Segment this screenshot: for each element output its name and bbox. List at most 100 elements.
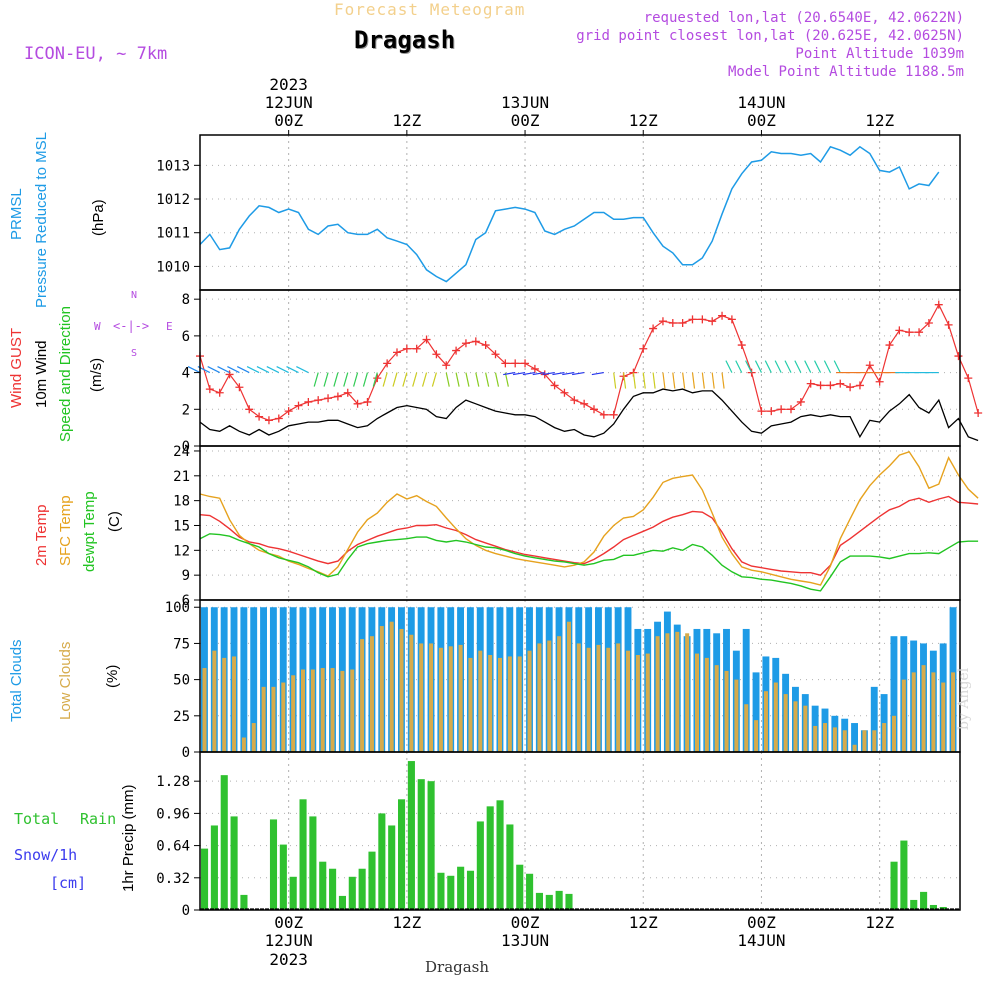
- low-cloud-bar: [586, 647, 591, 752]
- low-cloud-bar: [547, 640, 552, 752]
- label-2m-temp: 2m Temp: [33, 504, 50, 566]
- watermark: by Angel: [956, 667, 972, 730]
- panel-frame-precip: [199, 751, 961, 911]
- ytick-label-temp: 21: [173, 469, 190, 485]
- low-cloud-bar: [537, 643, 542, 752]
- time-label-top: 12Z: [865, 111, 894, 130]
- rain-bar: [486, 806, 494, 910]
- label-10m-wind: 10m Wind: [33, 340, 50, 408]
- wind-direction-arrow: [227, 366, 240, 374]
- rain-bar: [496, 800, 504, 910]
- gust-point: [205, 385, 214, 394]
- wind-direction-arrow: [512, 371, 526, 376]
- rain-bar: [929, 904, 937, 910]
- rain-bar: [319, 861, 327, 910]
- wind-direction-arrow: [613, 372, 617, 389]
- series-wind-gust: [199, 303, 979, 421]
- low-cloud-bar: [675, 631, 680, 752]
- gust-point: [461, 339, 470, 348]
- rain-bar: [299, 799, 307, 910]
- low-cloud-bar: [212, 650, 217, 752]
- low-cloud-bar: [921, 665, 926, 752]
- rain-bar: [358, 868, 366, 910]
- wind-direction-arrow: [343, 372, 349, 387]
- time-label-top: 13JUN: [501, 93, 549, 112]
- ytick-label-temp: 6: [182, 593, 190, 609]
- wind-direction-arrow: [754, 360, 762, 373]
- low-cloud-bar: [478, 650, 483, 752]
- low-cloud-bar: [458, 644, 463, 752]
- rain-bar: [289, 876, 297, 910]
- gust-point: [471, 337, 480, 346]
- gust-point: [274, 414, 283, 423]
- low-cloud-bar: [301, 669, 305, 752]
- ytick-label-precip: 0.96: [156, 806, 190, 822]
- gust-point: [678, 319, 687, 328]
- wind-direction-arrow: [542, 371, 555, 376]
- rain-bar: [201, 848, 209, 910]
- gust-point: [511, 359, 520, 368]
- wind-direction-arrow: [296, 366, 309, 374]
- label-snow: Snow/1h: [14, 846, 78, 864]
- point-altitude: Point Altitude 1039m: [795, 46, 964, 62]
- low-cloud-bar: [655, 636, 660, 752]
- gust-point: [304, 397, 313, 406]
- low-cloud-bar: [842, 730, 847, 752]
- wind-direction-arrow: [701, 372, 705, 389]
- series-2m-temp: [199, 495, 979, 576]
- gust-point: [727, 315, 736, 324]
- rain-bar: [555, 890, 563, 910]
- wind-direction-arrow: [362, 372, 369, 387]
- gust-point: [806, 379, 815, 388]
- low-cloud-bar: [241, 737, 246, 752]
- low-cloud-bar: [281, 682, 286, 752]
- total-cloud-bar: [260, 607, 267, 752]
- wind-direction-arrow: [455, 372, 460, 387]
- gust-point: [264, 416, 273, 425]
- low-cloud-bar: [645, 653, 650, 752]
- wind-direction-arrow: [721, 372, 725, 389]
- gust-point: [284, 407, 293, 416]
- gust-point: [452, 346, 461, 355]
- wind-direction-arrow: [794, 360, 802, 373]
- ytick-label-temp: 15: [173, 518, 190, 534]
- time-label-top: 12JUN: [265, 93, 313, 112]
- wind-direction-arrow: [503, 371, 516, 376]
- wind-direction-arrow: [445, 372, 450, 387]
- gust-point: [895, 326, 904, 335]
- gust-point: [846, 383, 855, 392]
- wind-direction-arrow: [286, 366, 299, 374]
- rain-bar: [210, 825, 218, 910]
- gust-point: [718, 311, 727, 320]
- label-temp-unit: (C): [106, 511, 123, 532]
- wind-direction-arrow: [823, 360, 831, 373]
- gust-point: [314, 396, 323, 405]
- time-label-top: 14JUN: [737, 93, 785, 112]
- gust-point: [590, 405, 598, 414]
- gust-point: [245, 405, 254, 414]
- gust-point: [826, 381, 835, 390]
- low-cloud-bar: [911, 672, 916, 752]
- wind-direction-arrow: [323, 372, 329, 387]
- wind-direction-arrow: [725, 360, 733, 373]
- gust-point: [905, 328, 914, 337]
- ytick-label-pressure: 1010: [156, 259, 190, 275]
- gust-point: [658, 317, 667, 326]
- low-cloud-bar: [261, 686, 266, 752]
- wind-direction-arrow: [333, 372, 339, 387]
- requested-coords: requested lon,lat (20.6540E, 42.0622N): [643, 10, 964, 26]
- wind-direction-arrow: [711, 372, 715, 389]
- wind-direction-arrow: [485, 372, 490, 387]
- wind-direction-arrow: [313, 372, 319, 387]
- label-pressure-msl: Pressure Reduced to MSL: [33, 132, 50, 308]
- gust-point: [383, 359, 392, 368]
- rain-bar: [910, 899, 918, 910]
- rain-bar: [920, 891, 928, 910]
- rain-bar: [466, 870, 475, 910]
- gust-point: [787, 405, 795, 414]
- wind-direction-arrow: [276, 366, 289, 374]
- wind-direction-arrow: [494, 372, 500, 387]
- low-cloud-bar: [399, 628, 404, 752]
- low-cloud-bar: [320, 668, 325, 752]
- ytick-label-temp: 12: [173, 543, 190, 559]
